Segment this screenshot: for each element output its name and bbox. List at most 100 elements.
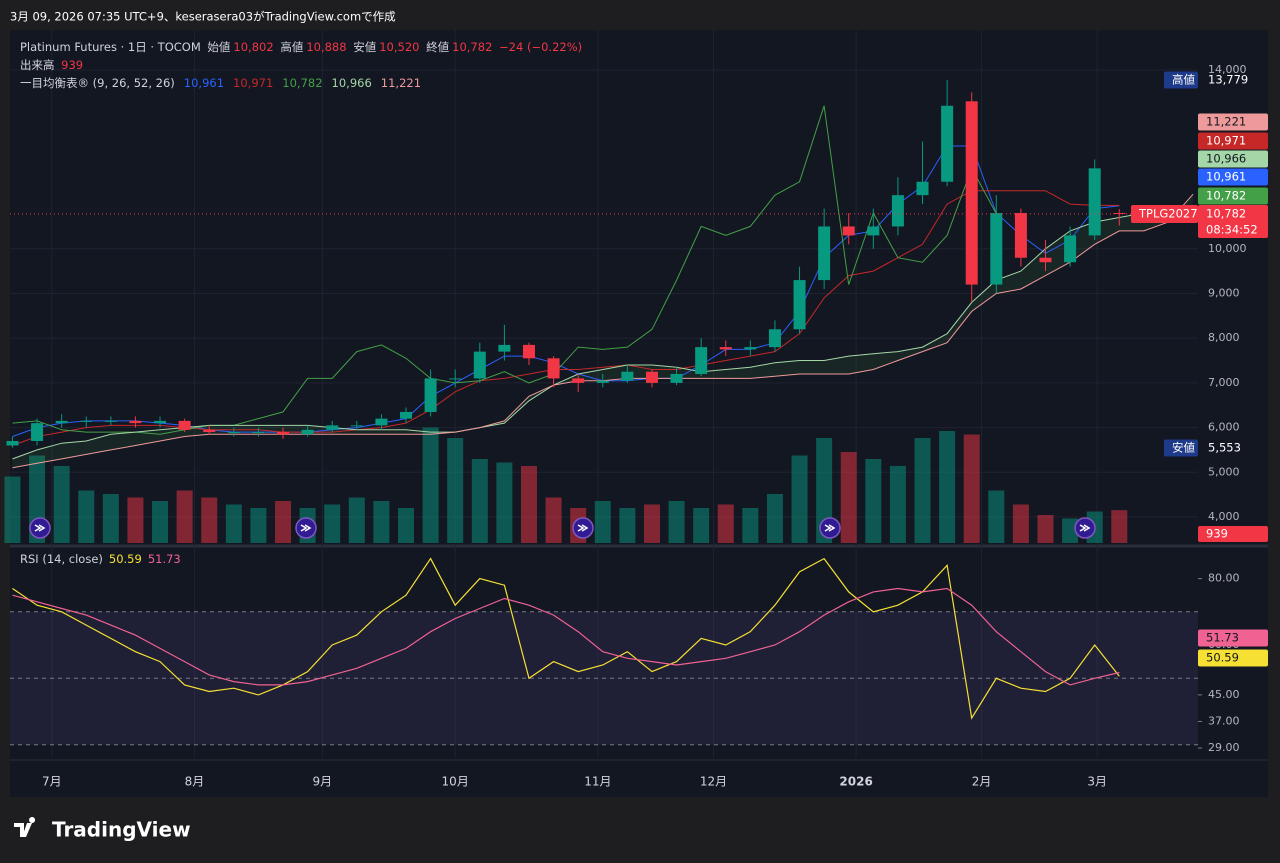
x-tick-label: 2月 (972, 775, 992, 789)
volume-bar (275, 501, 292, 543)
chart-bg (10, 30, 1268, 797)
candle-body (55, 420, 68, 424)
rsi-axis-label-bg (1198, 629, 1268, 647)
volume-bar (1012, 504, 1029, 543)
volume-bar (545, 497, 562, 543)
header: 3月 09, 2026 07:35 UTC+9、keserasera03がTra… (10, 10, 396, 24)
rsi-tick-label: 80.00 (1208, 572, 1240, 585)
y-tick-label: 8,000 (1208, 331, 1240, 344)
candle-body (744, 347, 757, 350)
logo-icon (14, 817, 36, 837)
rsi-axis-label-bg (1198, 649, 1268, 667)
candle-body (129, 420, 142, 424)
candle-body (301, 429, 314, 435)
candle-body (941, 105, 954, 182)
symbol-tag-bg (1131, 205, 1198, 223)
volume-bar (225, 504, 242, 543)
price-tag-bg (1198, 205, 1268, 238)
value: 939 (61, 58, 84, 72)
candle-body (178, 420, 191, 430)
value: 10,971 (233, 76, 274, 90)
ichimoku-axis-label-bg (1198, 168, 1268, 186)
candle-body (252, 432, 265, 434)
volume-bar (840, 452, 857, 543)
rsi-axis-label: 51.73 (1206, 631, 1239, 645)
rsi-tick-label: 29.00 (1208, 741, 1240, 754)
label: 始値 (207, 40, 231, 54)
volume-bar (717, 504, 734, 543)
x-tick-label: 9月 (313, 775, 333, 789)
high-marker-label-bg (1164, 71, 1198, 89)
event-icon[interactable] (572, 517, 594, 539)
rsi-tick-label: 45.00 (1208, 688, 1240, 701)
low-marker-label-bg (1164, 439, 1198, 457)
event-icon[interactable] (819, 517, 841, 539)
candle-body (6, 440, 19, 446)
candle-body (449, 378, 462, 380)
volume-bar (742, 508, 759, 543)
value: 10,961 (183, 76, 225, 90)
low-marker-value: 5,553 (1208, 441, 1241, 455)
candle-body (326, 425, 339, 430)
candle-body (1088, 168, 1101, 236)
candle-body (80, 420, 93, 422)
candle-body (891, 195, 904, 227)
ichimoku-cloud (12, 194, 1194, 468)
ichimoku-line (12, 105, 997, 435)
candle-body (965, 101, 978, 285)
volume-bar (471, 459, 488, 543)
volume-bar (398, 508, 414, 543)
value: 50.59 (108, 552, 142, 566)
volume-bar (373, 501, 390, 543)
candle-body (842, 226, 855, 236)
candle-body (400, 411, 412, 419)
volume-bar (348, 497, 365, 543)
low-marker-label: 安値 (1172, 441, 1195, 455)
candle-body (277, 432, 290, 435)
rsi-axis-label: 50.59 (1206, 651, 1239, 665)
ichimoku-axis-label: 10,961 (1206, 170, 1246, 184)
price-tag: 10,782 (1206, 207, 1246, 221)
countdown: 08:34:52 (1206, 223, 1258, 237)
candle-body (596, 380, 609, 383)
rsi-line (12, 587, 1120, 686)
rsi-legend: RSI (14, close) 50.59 51.73 (20, 552, 181, 566)
y-tick-label: 14,000 (1208, 63, 1247, 76)
high-marker-value: 13,779 (1208, 73, 1248, 87)
logo-text: TradingView (52, 818, 191, 842)
value: 10,888 (306, 40, 347, 54)
event-icon[interactable] (29, 517, 51, 539)
volume-bar (250, 508, 267, 543)
volume-bar (865, 459, 882, 543)
x-tick-label: 8月 (185, 775, 205, 789)
high-marker-label: 高値 (1172, 73, 1195, 87)
value: 10,782 (452, 40, 493, 54)
candle-body (621, 371, 634, 381)
event-icons (29, 517, 1096, 539)
volume-bar (127, 497, 144, 543)
volume-bar (939, 431, 956, 543)
x-tick-label: 7月 (42, 775, 62, 789)
label: RSI (14, close) (20, 552, 103, 566)
x-tick-label: 11月 (584, 775, 611, 789)
value: 10,520 (379, 40, 420, 54)
event-icon[interactable] (1074, 517, 1096, 539)
label: 出来高 (20, 58, 55, 72)
volume-bar (1037, 515, 1054, 543)
label: 安値 (353, 40, 377, 54)
logo: TradingView (14, 817, 191, 842)
candle-body (695, 347, 708, 374)
candle-body (473, 351, 486, 379)
y-tick-label: 6,000 (1208, 421, 1240, 434)
volume-bar (816, 438, 833, 543)
y-tick-label: 7,000 (1208, 376, 1240, 389)
ichimoku-axis-label: 10,966 (1206, 152, 1246, 166)
event-icon[interactable] (295, 517, 317, 539)
volume-bar (1062, 518, 1079, 543)
volume-bar (324, 504, 341, 543)
label: 一目均衡表® (9, 26, 52, 26) (20, 76, 175, 90)
candle-body (1014, 213, 1027, 258)
candle-body (547, 358, 560, 379)
ichimoku-axis-label: 11,221 (1206, 115, 1246, 129)
